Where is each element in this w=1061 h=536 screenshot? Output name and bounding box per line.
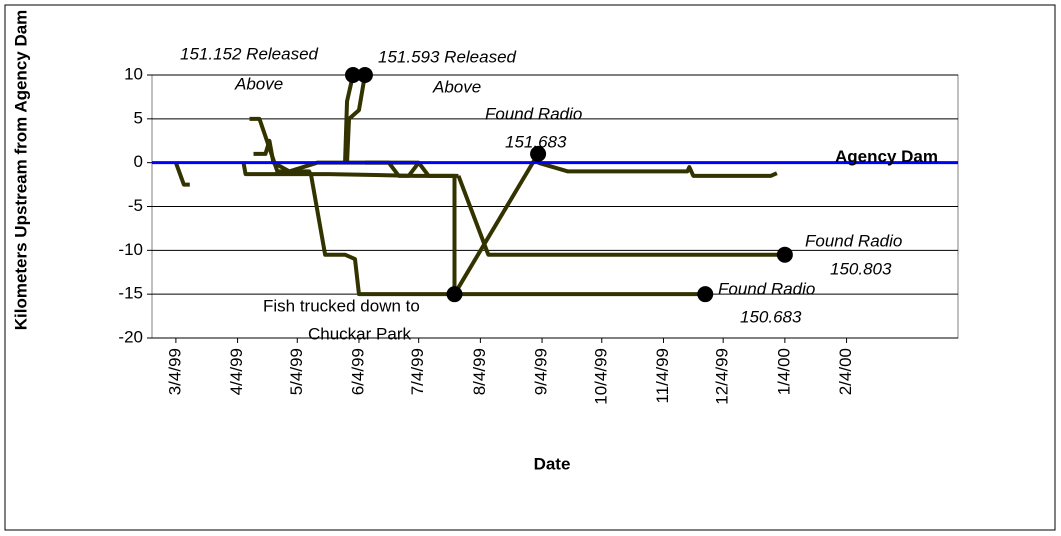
track-line: [452, 152, 540, 296]
annotation: Found Radio: [485, 104, 582, 123]
x-tick-label: 5/4/99: [287, 348, 306, 395]
y-axis-label: Kilometers Upstream from Agency Dam: [11, 10, 30, 331]
track-line: [174, 161, 190, 187]
x-tick-label: 3/4/99: [165, 348, 184, 395]
y-tick-label: 0: [134, 152, 143, 171]
annotation: Found Radio: [805, 231, 902, 250]
annotation: Found Radio: [718, 279, 815, 298]
chart-border: [4, 4, 1056, 531]
marker-dot: [697, 286, 714, 303]
marker-dot: [530, 145, 547, 162]
annotation: 151.683: [505, 132, 567, 151]
annotation: Chuckar Park: [308, 324, 411, 343]
x-tick-label: 6/4/99: [348, 348, 367, 395]
track-line: [241, 162, 457, 295]
annotation: 150.803: [830, 259, 892, 278]
y-tick-label: 10: [124, 64, 143, 83]
x-tick-label: 11/4/99: [653, 348, 672, 403]
y-tick-label: -10: [118, 240, 143, 259]
x-tick-label: 9/4/99: [532, 348, 551, 395]
y-tick-label: -20: [118, 327, 143, 346]
marker-dot: [356, 67, 373, 83]
x-tick-label: 10/4/99: [591, 348, 610, 405]
reference-label: Agency Dam: [835, 147, 938, 166]
annotation: Above: [234, 74, 283, 93]
x-tick-label: 7/4/99: [408, 348, 427, 395]
annotation: 150.683: [740, 307, 802, 326]
y-tick-label: -5: [128, 196, 143, 215]
x-tick-label: 8/4/99: [470, 348, 489, 395]
x-tick-label: 1/4/00: [774, 348, 793, 395]
y-tick-label: 5: [134, 108, 143, 127]
track-line: [345, 74, 367, 163]
x-axis-label: Date: [534, 454, 571, 473]
y-tick-label: -15: [118, 284, 143, 303]
track-line: [456, 175, 787, 257]
annotation: 151.593 Released: [378, 47, 517, 66]
x-tick-label: 4/4/99: [227, 348, 246, 395]
annotation: Above: [432, 77, 481, 96]
x-tick-label: 2/4/00: [836, 348, 855, 395]
annotation: 151.152 Released: [180, 44, 319, 63]
marker-dot: [446, 286, 463, 303]
annotation: Fish trucked down to: [263, 296, 420, 315]
track-line: [537, 160, 778, 178]
marker-dot: [776, 246, 793, 263]
x-tick-label: 12/4/99: [713, 348, 732, 405]
track-line: [253, 138, 421, 178]
marker-dot: [345, 67, 362, 83]
